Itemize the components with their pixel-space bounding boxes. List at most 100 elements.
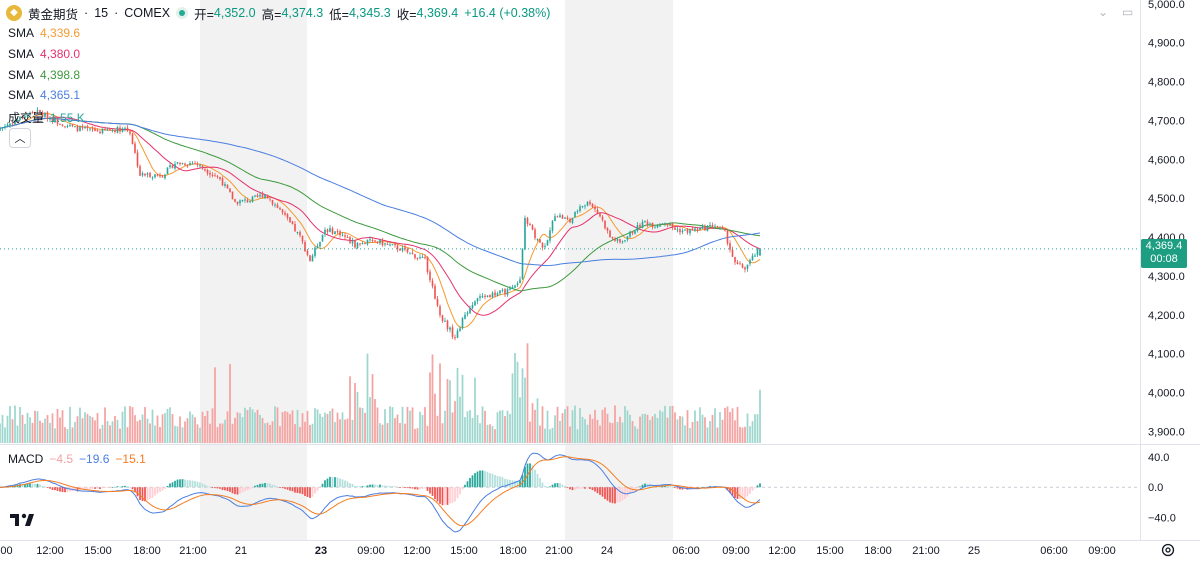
tradingview-logo-icon[interactable] (10, 512, 40, 528)
sma-legend-4[interactable]: SMA 4,365.1 (8, 88, 80, 102)
volume-bar (649, 419, 651, 443)
sma-legend-name: SMA (8, 47, 35, 61)
volume-bar (99, 428, 101, 443)
volume-bar (231, 423, 234, 443)
volume-bar (116, 419, 119, 443)
volume-bar (129, 406, 131, 443)
volume-bar (476, 415, 479, 443)
volume-legend[interactable]: 成交量 1.55 K (8, 109, 85, 126)
candle-body (611, 237, 614, 239)
macd-histogram-bar (429, 487, 431, 494)
volume-bar (109, 425, 111, 443)
volume-bar (251, 409, 254, 443)
candle-body (281, 209, 284, 213)
candle-body (211, 174, 214, 176)
time-tick-label: 23 (315, 545, 327, 557)
candle-body (511, 287, 514, 289)
candle-body (709, 224, 711, 227)
candle-body (506, 289, 509, 295)
candle-body (89, 128, 91, 130)
candle-body (704, 226, 706, 231)
volume-bar (681, 416, 684, 443)
macd-histogram-bar (549, 486, 551, 488)
volume-bar (674, 412, 676, 443)
sma-legend-2[interactable]: SMA 4,380.0 (8, 47, 80, 61)
candle-body (739, 263, 741, 265)
volume-bar (424, 407, 426, 443)
macd-histogram-bar (444, 487, 446, 505)
volume-bar (271, 421, 274, 443)
candle-body (414, 254, 416, 259)
macd-histogram-bar (484, 471, 486, 488)
candle-body (571, 217, 574, 223)
volume-bar (731, 408, 734, 443)
macd-histogram-bar (29, 483, 31, 488)
gear-icon[interactable] (1160, 542, 1176, 558)
candle-body (331, 228, 334, 234)
volume-bar (156, 415, 159, 443)
macd-histogram-bar (524, 466, 526, 488)
macd-histogram-bar (171, 482, 174, 488)
macd-histogram-bar (166, 485, 169, 488)
symbol-name[interactable]: 黄金期货 (28, 7, 79, 22)
volume-bar (6, 415, 9, 443)
candle-body (671, 223, 674, 228)
macd-histogram-bar (121, 486, 124, 488)
volume-bar (441, 423, 444, 443)
macd-histogram-bar (114, 487, 116, 488)
candle-body (676, 229, 679, 231)
candle-body (746, 264, 749, 269)
time-tick-label: 12:00 (403, 545, 431, 557)
macd-histogram-bar (564, 485, 566, 488)
candle-body (196, 164, 199, 166)
volume-bar (404, 423, 406, 443)
candle-body (576, 210, 579, 212)
candle-body (114, 130, 116, 133)
window-icon[interactable]: ▭ (1122, 5, 1134, 19)
candle-body (531, 225, 534, 230)
macd-legend[interactable]: MACD −4.5 −19.6 −15.1 (8, 452, 146, 466)
volume-bar (291, 410, 294, 443)
price-tick-label: 4,000.0 (1148, 387, 1185, 399)
candle-body (716, 226, 719, 228)
collapse-legend-button[interactable]: ︿ (9, 128, 31, 148)
volume-bar (366, 353, 369, 443)
candle-body (146, 173, 149, 175)
volume-bar (146, 418, 149, 443)
candle-body (734, 257, 736, 263)
candle-body (74, 126, 76, 128)
volume-bar (474, 377, 476, 443)
candle-body (111, 129, 114, 131)
time-tick-label: 18:00 (864, 545, 892, 557)
macd-histogram-bar (746, 487, 749, 497)
candle-body (209, 172, 211, 175)
macd-histogram-bar (559, 483, 561, 488)
volume-bar (264, 423, 266, 443)
macd-histogram-bar (546, 487, 549, 488)
macd-histogram-bar (389, 486, 391, 488)
volume-bar (469, 410, 471, 443)
sma-legend-3[interactable]: SMA 4,398.8 (8, 68, 80, 82)
gold-coin-icon: ◆ (6, 5, 22, 21)
candle-body (136, 152, 139, 167)
interval-label[interactable]: 15 (94, 6, 109, 20)
minimize-icon[interactable]: ⌄ (1098, 5, 1109, 19)
volume-bar (554, 415, 556, 443)
macd-histogram-bar (406, 487, 409, 489)
macd-histogram-bar (744, 487, 746, 499)
sma-legend-1[interactable]: SMA 4,339.6 (8, 26, 80, 40)
volume-bar (361, 407, 364, 443)
volume-bar (309, 424, 311, 443)
candle-body (469, 308, 471, 314)
candle-body (736, 262, 739, 264)
volume-bar (741, 427, 744, 443)
candle-body (321, 234, 324, 242)
macd-histogram-bar (486, 471, 489, 488)
macd-histogram-bar (629, 487, 631, 494)
volume-bar (369, 397, 371, 443)
volume-bar (509, 413, 511, 443)
volume-bar (464, 417, 466, 443)
macd-histogram-bar (571, 487, 574, 491)
